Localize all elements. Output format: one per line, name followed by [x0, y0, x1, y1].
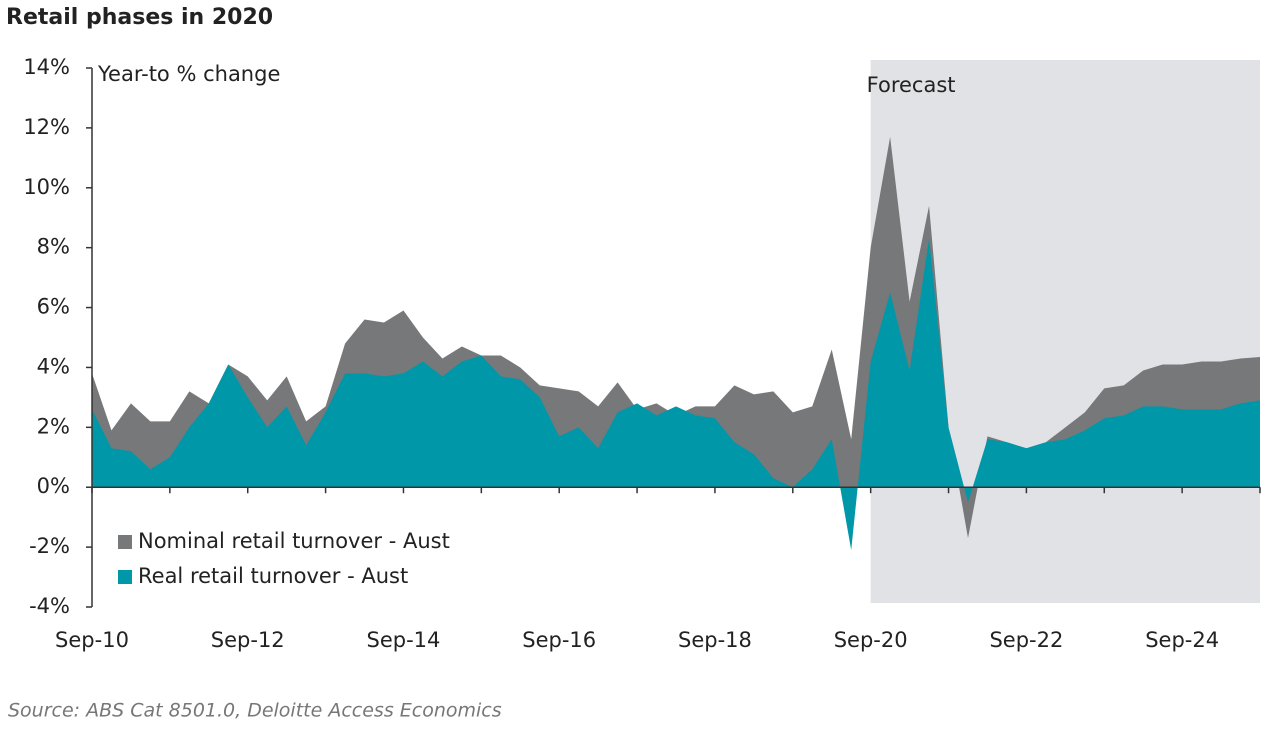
- legend-label: Nominal retail turnover - Aust: [138, 529, 450, 553]
- y-tick-label: 2%: [37, 414, 70, 438]
- x-tick-label: Sep-22: [989, 628, 1063, 652]
- chart-title: Retail phases in 2020: [6, 5, 273, 30]
- x-tick-label: Sep-18: [678, 628, 752, 652]
- legend-label: Real retail turnover - Aust: [138, 564, 408, 588]
- y-tick-label: 0%: [37, 474, 70, 498]
- y-tick-label: 8%: [37, 235, 70, 259]
- x-tick-label: Sep-20: [834, 628, 908, 652]
- y-tick-label: -4%: [29, 594, 70, 618]
- y-tick-label: -2%: [29, 534, 70, 558]
- x-tick-label: Sep-12: [211, 628, 285, 652]
- y-tick-label: 10%: [23, 175, 70, 199]
- x-tick-label: Sep-14: [367, 628, 441, 652]
- x-tick-label: Sep-16: [522, 628, 596, 652]
- area: [92, 238, 1260, 551]
- legend-swatch: [118, 570, 132, 584]
- y-axis-label: Year-to % change: [97, 62, 280, 86]
- x-tick-label: Sep-10: [55, 628, 129, 652]
- x-tick-label: Sep-24: [1145, 628, 1219, 652]
- source-note: Source: ABS Cat 8501.0, Deloitte Access …: [8, 700, 502, 722]
- legend-swatch: [118, 535, 132, 549]
- y-tick-label: 6%: [37, 295, 70, 319]
- y-tick-label: 14%: [23, 55, 70, 79]
- y-tick-label: 12%: [23, 115, 70, 139]
- forecast-label: Forecast: [867, 73, 956, 97]
- y-tick-label: 4%: [37, 354, 70, 378]
